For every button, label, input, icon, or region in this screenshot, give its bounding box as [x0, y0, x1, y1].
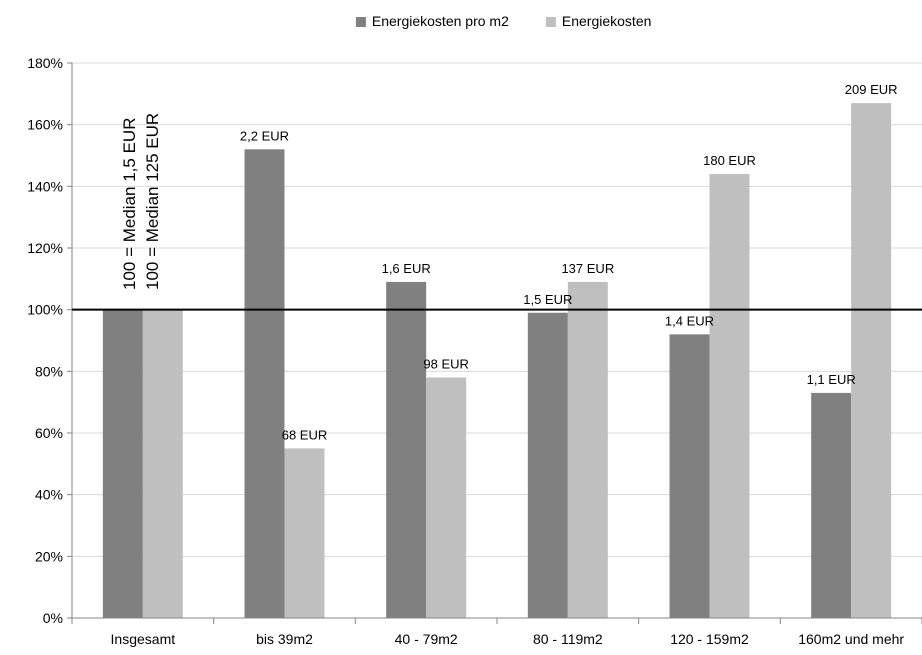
annotation-median-per-m2: 100 = Median 1,5 EUR — [120, 118, 139, 290]
bar — [386, 281, 427, 618]
data-label: 209 EUR — [845, 82, 898, 97]
data-label: 1,5 EUR — [523, 292, 572, 307]
legend: Energiekosten pro m2 Energiekosten — [355, 13, 652, 29]
x-tick-label: Insgesamt — [111, 631, 176, 647]
data-label: 137 EUR — [561, 261, 614, 276]
y-tick-label: 160% — [27, 117, 63, 133]
data-label: 180 EUR — [703, 153, 756, 168]
x-tick-label: 120 - 159m2 — [670, 631, 749, 647]
data-labels: 2,2 EUR 1,6 EUR 1,5 EUR 1,4 EUR 1,1 EUR 68 EU… — [240, 82, 898, 442]
y-tick-label: 120% — [27, 240, 63, 256]
data-label: 98 EUR — [423, 357, 469, 372]
x-tick-label: 80 - 119m2 — [533, 631, 603, 647]
y-tick-label: 40% — [35, 487, 63, 503]
legend-label: Energiekosten pro m2 — [372, 13, 509, 29]
bar — [142, 309, 183, 618]
bar — [709, 174, 750, 618]
data-label: 1,4 EUR — [665, 313, 714, 328]
data-label: 1,6 EUR — [382, 261, 431, 276]
y-tick-label: 180% — [27, 55, 63, 71]
bar — [567, 281, 608, 618]
bar — [244, 149, 285, 619]
legend-swatch — [355, 17, 366, 27]
y-tick-label: 0% — [43, 610, 63, 626]
bars — [102, 103, 892, 619]
x-tick-label: bis 39m2 — [256, 631, 313, 647]
axes: 0% 20% 40% 60% 80% 100% 120% 140% 160% 180% Insges… — [27, 55, 922, 647]
data-label: 68 EUR — [282, 427, 328, 442]
x-tick-label: 160m2 und mehr — [798, 631, 904, 647]
legend-swatch — [545, 17, 556, 27]
bar — [851, 103, 892, 619]
bar — [527, 312, 568, 618]
annotation-median-total: 100 = Median 125 EUR — [143, 113, 162, 290]
bar — [669, 334, 710, 618]
bar — [811, 392, 852, 618]
annotations: 100 = Median 1,5 EUR 100 = Median 125 EU… — [120, 113, 162, 290]
x-tick-label: 40 - 79m2 — [395, 631, 458, 647]
y-tick-label: 20% — [35, 548, 63, 564]
bar — [426, 377, 467, 618]
y-tick-label: 60% — [35, 425, 63, 441]
y-tick-label: 100% — [27, 302, 63, 318]
legend-label: Energiekosten — [562, 13, 652, 29]
bar — [284, 448, 325, 618]
data-label: 2,2 EUR — [240, 128, 289, 143]
y-tick-label: 140% — [27, 178, 63, 194]
y-tick-label: 80% — [35, 363, 63, 379]
data-label: 1,1 EUR — [807, 372, 856, 387]
bar — [102, 309, 143, 618]
